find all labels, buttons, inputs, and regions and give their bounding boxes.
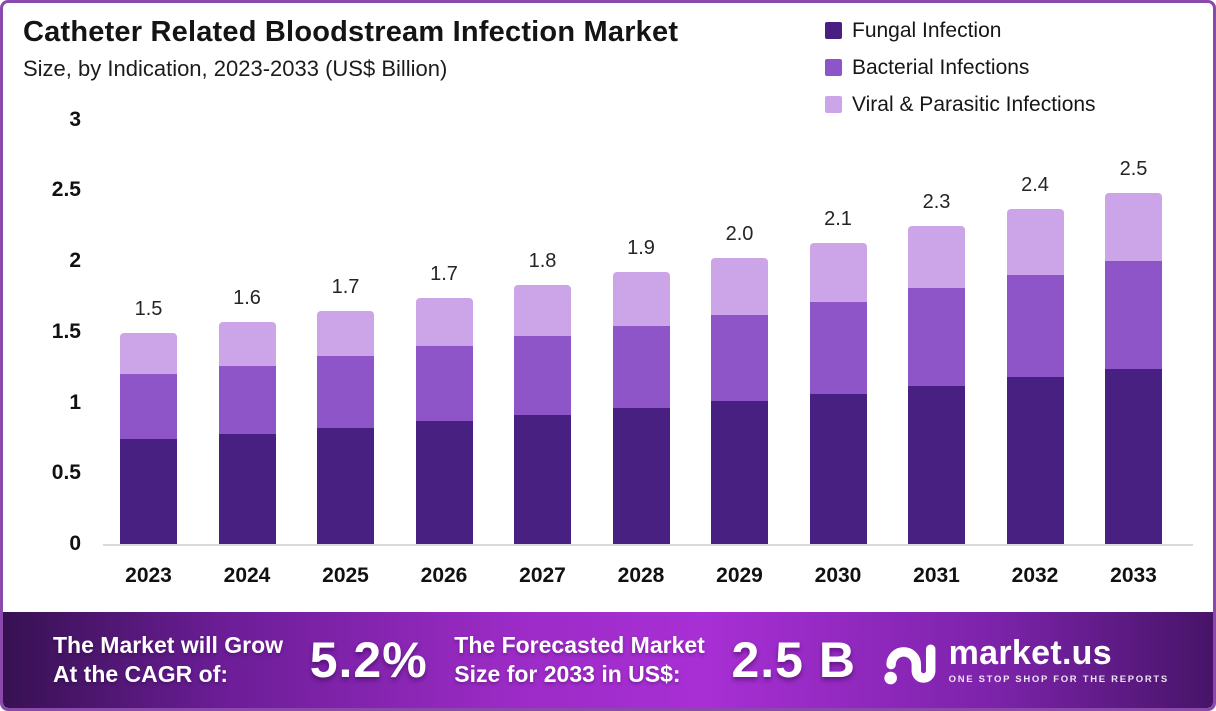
- bottom-banner: The Market will Grow At the CAGR of: 5.2…: [3, 612, 1213, 708]
- bar-segment: [120, 439, 177, 544]
- bar-segment: [415, 297, 473, 346]
- cagr-label-line1: The Market will Grow: [53, 632, 284, 659]
- legend-item-viral: Viral & Parasitic Infections: [825, 93, 1096, 116]
- x-axis-tick-label: 2025: [322, 564, 369, 587]
- brand-name: market.us: [948, 633, 1112, 672]
- y-axis-tick-label: 1: [69, 390, 81, 414]
- bar-segment: [317, 427, 374, 544]
- bar-segment: [120, 333, 177, 375]
- y-axis-tick-label: 0.5: [51, 461, 81, 485]
- x-axis-tick-label: 2026: [420, 564, 468, 587]
- bar-segment: [514, 285, 571, 336]
- bar-segment: [218, 321, 276, 366]
- bar-segment: [317, 310, 374, 356]
- bar-segment: [1006, 208, 1064, 276]
- bar-total-label: 2.3: [922, 190, 951, 213]
- bar-segment: [1105, 193, 1162, 261]
- bar-segment: [908, 287, 965, 386]
- brand-wordmark: market.us ONE STOP SHOP FOR THE REPORTS: [949, 636, 1169, 685]
- x-axis-tick-label: 2027: [519, 564, 566, 587]
- x-axis-tick-label: 2023: [125, 564, 172, 587]
- bar-segment: [415, 420, 473, 544]
- bar-segment: [711, 314, 768, 402]
- bar-segment: [612, 272, 670, 327]
- bar-total-label: 1.8: [528, 250, 557, 273]
- bar-segment: [1105, 261, 1162, 369]
- legend-swatch-viral: [825, 96, 842, 113]
- bar-segment: [809, 394, 867, 544]
- legend-label: Bacterial Infections: [852, 55, 1030, 79]
- bar-segment: [711, 258, 768, 315]
- brand-tagline: ONE STOP SHOP FOR THE REPORTS: [948, 673, 1169, 685]
- forecast-label-line2: Size for 2033 in US$:: [454, 661, 681, 687]
- bar-segment: [809, 302, 867, 394]
- x-axis-tick-label: 2033: [1110, 564, 1157, 587]
- x-axis-tick-label: 2032: [1011, 564, 1059, 587]
- bar-segment: [218, 365, 276, 434]
- legend-item-fungal: Fungal Infection: [825, 19, 1096, 42]
- x-axis-tick-label: 2030: [814, 564, 862, 587]
- x-axis-baseline: [103, 544, 1193, 546]
- bar-total-label: 2.4: [1021, 173, 1049, 196]
- bar-segment: [809, 242, 867, 303]
- bar-segment: [1006, 377, 1064, 544]
- legend-swatch-fungal: [825, 22, 842, 39]
- bar-total-label: 2.5: [1119, 158, 1148, 181]
- y-axis-tick-label: 2.5: [51, 178, 81, 202]
- x-axis-tick-label: 2028: [617, 564, 665, 587]
- page-subtitle: Size, by Indication, 2023-2033 (US$ Bill…: [23, 56, 448, 81]
- bar-total-label: 1.5: [134, 298, 163, 321]
- cagr-label-line2: At the CAGR of:: [53, 661, 229, 687]
- cagr-label: The Market will Grow At the CAGR of:: [53, 631, 283, 689]
- bar-segment: [317, 355, 374, 428]
- bar-total-label: 1.7: [430, 262, 458, 285]
- bar-total-label: 2.1: [824, 207, 852, 230]
- stacked-bar-chart: 0 0.5 1 1.5 2 2.5 3 1.5 2023 1.6 2024 1.7 2025 1.7 202…: [3, 3, 1213, 708]
- y-axis-tick-label: 3: [69, 107, 81, 131]
- marketus-logo-icon: [883, 644, 936, 685]
- bar-segment: [612, 326, 670, 409]
- y-axis-tick-label: 1.5: [51, 319, 81, 343]
- y-axis-tick-label: 2: [69, 249, 81, 272]
- legend-item-bacterial: Bacterial Infections: [825, 56, 1096, 79]
- legend-label: Viral & Parasitic Infections: [852, 92, 1096, 116]
- bar-segment: [218, 433, 276, 544]
- brand-logo: market.us ONE STOP SHOP FOR THE REPORTS: [883, 633, 1169, 687]
- bar-segment: [514, 415, 571, 544]
- bar-total-label: 1.6: [233, 286, 261, 309]
- forecast-value: 2.5 B: [731, 632, 856, 688]
- bar-segment: [711, 401, 768, 544]
- forecast-label: The Forecasted Market Size for 2033 in U…: [454, 631, 705, 689]
- bar-segment: [1006, 275, 1064, 378]
- bar-segment: [908, 225, 965, 288]
- x-axis-tick-label: 2024: [223, 564, 271, 587]
- bar-segment: [120, 374, 177, 440]
- bar-segment: [908, 385, 965, 544]
- bar-segment: [514, 335, 571, 416]
- bar-total-label: 1.9: [627, 237, 655, 260]
- y-axis-tick-label: 0: [69, 532, 81, 555]
- legend-label: Fungal Infection: [852, 18, 1002, 42]
- chart-legend: Fungal Infection Bacterial Infections Vi…: [825, 19, 1096, 130]
- legend-swatch-bacterial: [825, 59, 842, 76]
- page-title: Catheter Related Bloodstream Infection M…: [23, 16, 679, 48]
- bar-segment: [1105, 368, 1162, 544]
- bar-total-label: 2.0: [725, 223, 754, 246]
- x-axis-tick-label: 2031: [913, 564, 960, 587]
- forecast-label-line1: The Forecasted Market: [454, 632, 705, 659]
- bar-segment: [415, 345, 473, 421]
- cagr-value: 5.2%: [309, 632, 428, 688]
- x-axis-tick-label: 2029: [716, 564, 763, 587]
- bar-total-label: 1.7: [331, 275, 360, 298]
- bar-segment: [612, 408, 670, 544]
